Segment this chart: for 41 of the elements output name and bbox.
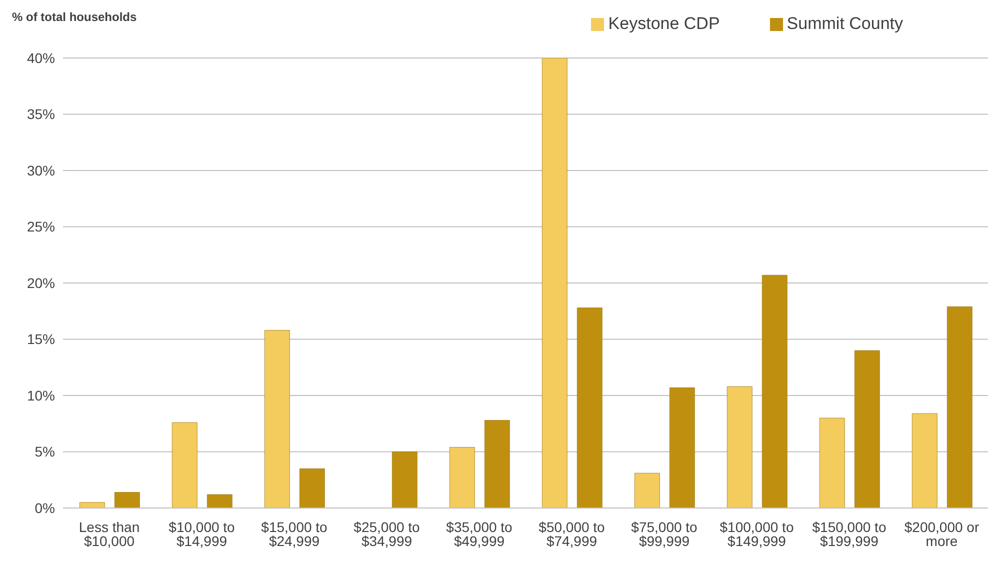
y-tick-label: 15%: [26, 331, 55, 348]
x-tick-label: $10,000 to $14,999: [168, 518, 236, 549]
bar: [854, 350, 880, 508]
bar: [542, 58, 568, 508]
bar: [819, 418, 845, 508]
bar: [114, 492, 140, 508]
bar: [79, 502, 105, 508]
bar: [669, 387, 695, 508]
x-tick-label: $100,000 to $149,999: [720, 518, 794, 549]
bar: [634, 472, 660, 508]
x-tick-label: $150,000 to $199,999: [812, 518, 886, 549]
legend-label: Keystone CDP: [608, 14, 720, 33]
y-tick-label: 0%: [34, 500, 55, 516]
legend-label: Summit County: [786, 14, 903, 33]
bar: [576, 308, 602, 508]
bar: [299, 468, 325, 508]
bar: [206, 494, 232, 508]
x-tick-label: Less than $10,000: [78, 518, 140, 549]
bar: [946, 306, 972, 508]
y-tick-label: 25%: [26, 218, 55, 235]
bar: [762, 274, 788, 508]
y-tick-label: 30%: [26, 162, 55, 178]
x-tick-label: $35,000 to $49,999: [446, 518, 513, 549]
bar: [172, 422, 198, 508]
bar: [449, 447, 475, 508]
y-tick-label: 5%: [34, 444, 55, 460]
bar: [912, 413, 938, 508]
bar: [726, 386, 752, 508]
bar: [264, 330, 290, 508]
x-tick-label: $25,000 to $34,999: [354, 518, 420, 549]
bar: [392, 452, 418, 508]
y-tick-label: 10%: [26, 387, 55, 404]
x-tick-label: $50,000 to $74,999: [538, 518, 606, 549]
x-tick-label: $15,000 to $24,999: [261, 518, 328, 549]
y-tick-label: 20%: [26, 274, 55, 291]
x-tick-label: $200,000 or more: [904, 518, 980, 549]
y-tick-label: 35%: [26, 106, 55, 122]
bar: [484, 420, 510, 508]
y-axis-title: % of total households: [12, 10, 137, 24]
y-tick-label: 40%: [26, 50, 55, 66]
x-tick-label: $75,000 to $99,999: [631, 518, 698, 549]
